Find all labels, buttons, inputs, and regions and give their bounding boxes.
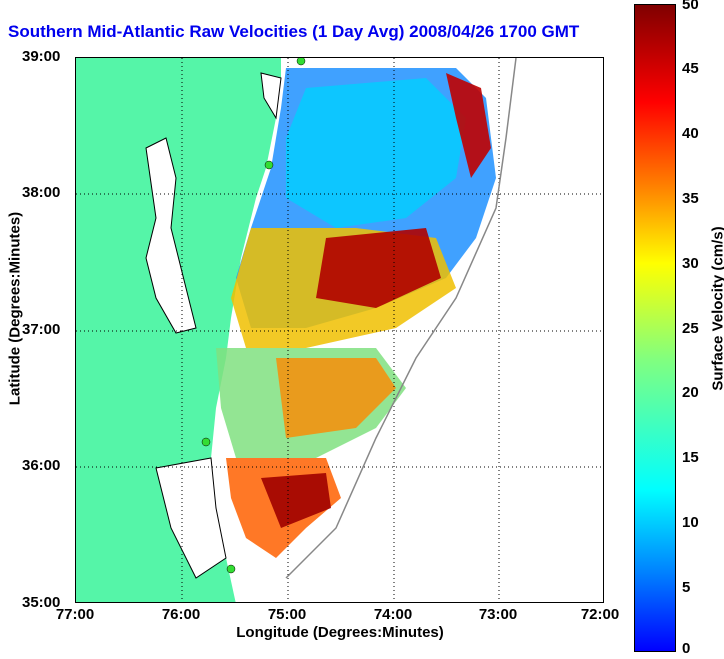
colorbar-tick: 45: [682, 60, 699, 77]
velocity-jet: [316, 228, 441, 308]
map-canvas: [76, 58, 603, 602]
velocity-field-south-orange: [276, 358, 396, 438]
colorbar-tick: 35: [682, 190, 699, 207]
y-tick-label: 37:00: [22, 321, 61, 338]
colorbar-tick: 10: [682, 514, 699, 531]
shelf-contour: [285, 58, 517, 579]
delaware-bay: [260, 72, 282, 120]
y-axis-label: Latitude (Degrees:Minutes): [6, 211, 24, 406]
velocity-hotspot-ne: [446, 73, 491, 178]
colorbar-tick: 40: [682, 125, 699, 142]
map-panel: [75, 57, 604, 603]
velocity-field-cyan: [286, 78, 466, 228]
x-tick-label: 74:00: [373, 606, 413, 623]
y-tick-label: 36:00: [22, 457, 61, 474]
colorbar-tick: 5: [682, 579, 691, 596]
y-tick-label: 35:00: [22, 594, 61, 611]
colorbar-tick: 50: [682, 0, 699, 13]
pamlico-sound: [155, 457, 227, 579]
x-tick-label: 75:00: [267, 606, 307, 623]
colorbar-tick: 25: [682, 320, 699, 337]
x-tick-label: 76:00: [161, 606, 201, 623]
x-tick-label: 77:00: [55, 606, 95, 623]
grid-lines: [76, 58, 603, 602]
colorbar-label: Surface Velocity (cm/s): [709, 226, 724, 391]
colorbar: [634, 4, 676, 652]
y-tick-label: 38:00: [22, 184, 61, 201]
station-markers: [201, 58, 306, 574]
colorbar-tick: 30: [682, 255, 699, 272]
velocity-hotspot-south: [261, 473, 331, 528]
colorbar-tick: 0: [682, 640, 691, 657]
x-tick-label: 73:00: [478, 606, 518, 623]
y-tick-label: 39:00: [22, 48, 61, 65]
x-axis-label: Longitude (Degrees:Minutes): [236, 624, 444, 641]
colorbar-tick: 15: [682, 449, 699, 466]
chesapeake-bay: [145, 137, 197, 334]
x-tick-label: 72:00: [580, 606, 620, 623]
map-title: Southern Mid-Atlantic Raw Velocities (1 …: [8, 22, 580, 41]
colorbar-tick: 20: [682, 384, 699, 401]
